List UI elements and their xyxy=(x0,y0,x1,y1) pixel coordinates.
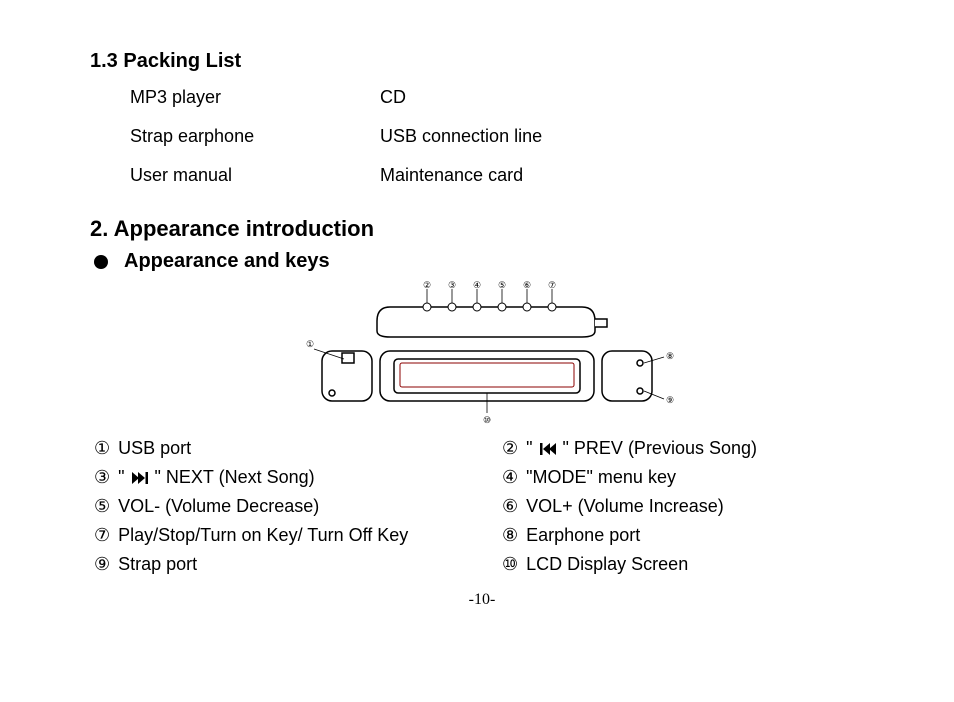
circled-number: ④ xyxy=(502,467,518,488)
packing-row: MP3 player CD xyxy=(130,87,874,108)
key-label: Earphone port xyxy=(526,525,640,546)
page: 1.3 Packing List MP3 player CD Strap ear… xyxy=(0,0,954,702)
key-label: Play/Stop/Turn on Key/ Turn Off Key xyxy=(118,525,408,546)
key-label: LCD Display Screen xyxy=(526,554,688,575)
key-item-2: ② " " PREV (Previous Song) xyxy=(502,438,874,459)
key-item-9: ⑨ Strap port xyxy=(94,554,494,575)
circled-number: ⑧ xyxy=(502,525,518,546)
keys-legend: ① USB port ② " " PREV (Previous Song) ③ … xyxy=(94,438,874,575)
svg-text:⑥: ⑥ xyxy=(523,281,531,290)
key-label: " " NEXT (Next Song) xyxy=(118,467,315,488)
circled-number: ⑦ xyxy=(94,525,110,546)
key-item-3: ③ " " NEXT (Next Song) xyxy=(94,467,494,488)
key-label: "MODE" menu key xyxy=(526,467,676,488)
key-label: Strap port xyxy=(118,554,197,575)
packing-list: MP3 player CD Strap earphone USB connect… xyxy=(130,87,874,186)
svg-text:④: ④ xyxy=(473,281,481,290)
circled-number: ② xyxy=(502,438,518,459)
svg-text:①: ① xyxy=(306,339,314,349)
svg-text:②: ② xyxy=(423,281,431,290)
svg-text:③: ③ xyxy=(448,281,456,290)
heading-2: 2. Appearance introduction xyxy=(90,216,874,242)
key-item-5: ⑤ VOL- (Volume Decrease) xyxy=(94,496,494,517)
key-item-1: ① USB port xyxy=(94,438,494,459)
key-item-6: ⑥ VOL+ (Volume Increase) xyxy=(502,496,874,517)
packing-cell: Maintenance card xyxy=(380,165,874,186)
page-number: -10- xyxy=(90,591,874,609)
key-item-8: ⑧ Earphone port xyxy=(502,525,874,546)
circled-number: ① xyxy=(94,438,110,459)
packing-cell: MP3 player xyxy=(130,87,380,108)
circled-number: ⑨ xyxy=(94,554,110,575)
circled-number: ⑥ xyxy=(502,496,518,517)
device-diagram: ② ③ ④ ⑤ ⑥ ⑦ xyxy=(90,281,874,426)
circled-number: ⑤ xyxy=(94,496,110,517)
packing-cell: USB connection line xyxy=(380,126,874,147)
device-diagram-svg: ② ③ ④ ⑤ ⑥ ⑦ xyxy=(282,281,682,426)
key-label: " " PREV (Previous Song) xyxy=(526,438,757,459)
key-label: VOL- (Volume Decrease) xyxy=(118,496,319,517)
packing-cell: CD xyxy=(380,87,874,108)
subheading-appearance-keys: Appearance and keys xyxy=(90,250,874,273)
key-label: VOL+ (Volume Increase) xyxy=(526,496,724,517)
prev-icon xyxy=(540,443,556,455)
packing-cell: User manual xyxy=(130,165,380,186)
circled-number: ⑩ xyxy=(502,554,518,575)
packing-row: Strap earphone USB connection line xyxy=(130,126,874,147)
svg-text:⑤: ⑤ xyxy=(498,281,506,290)
key-label: USB port xyxy=(118,438,191,459)
heading-1-3: 1.3 Packing List xyxy=(90,50,874,73)
svg-text:⑦: ⑦ xyxy=(548,281,556,290)
packing-row: User manual Maintenance card xyxy=(130,165,874,186)
circled-number: ③ xyxy=(94,467,110,488)
subheading-text: Appearance and keys xyxy=(124,250,330,273)
svg-text:⑩: ⑩ xyxy=(483,415,491,425)
packing-cell: Strap earphone xyxy=(130,126,380,147)
key-item-7: ⑦ Play/Stop/Turn on Key/ Turn Off Key xyxy=(94,525,494,546)
next-icon xyxy=(132,472,148,484)
svg-text:⑨: ⑨ xyxy=(666,395,674,405)
key-item-4: ④ "MODE" menu key xyxy=(502,467,874,488)
svg-text:⑧: ⑧ xyxy=(666,351,674,361)
key-item-10: ⑩ LCD Display Screen xyxy=(502,554,874,575)
bullet-icon xyxy=(94,255,108,269)
